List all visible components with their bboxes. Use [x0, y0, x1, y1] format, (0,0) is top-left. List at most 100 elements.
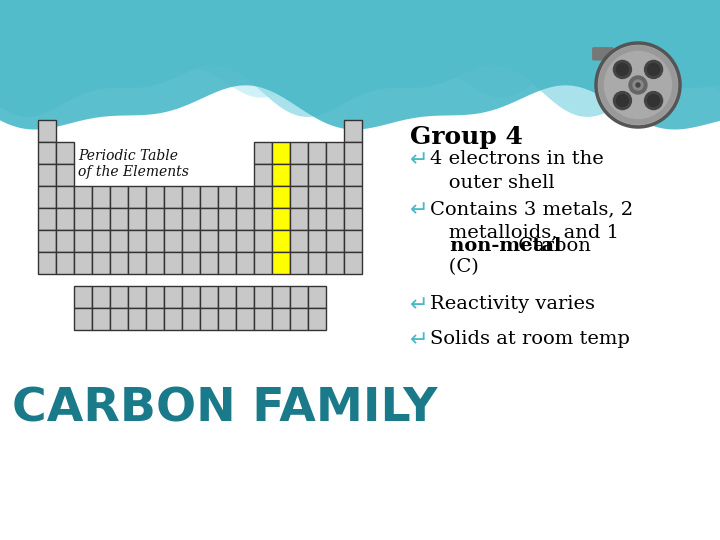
Bar — [182, 286, 200, 308]
Bar — [128, 208, 146, 230]
Bar — [254, 186, 272, 208]
Bar — [164, 308, 182, 330]
Bar — [110, 230, 128, 252]
Bar — [128, 252, 146, 274]
Bar — [74, 186, 92, 208]
Bar — [326, 252, 344, 274]
Bar — [182, 252, 200, 274]
Bar — [254, 308, 272, 330]
Bar — [110, 186, 128, 208]
Bar — [290, 186, 308, 208]
Bar — [308, 252, 326, 274]
Circle shape — [644, 92, 662, 110]
Bar — [236, 308, 254, 330]
Bar — [290, 252, 308, 274]
Bar — [56, 208, 74, 230]
Bar — [236, 252, 254, 274]
Text: Contains 3 metals, 2
   metalloids, and 1: Contains 3 metals, 2 metalloids, and 1 — [430, 200, 633, 241]
Bar — [272, 142, 290, 164]
Bar — [218, 186, 236, 208]
Text: Group 4: Group 4 — [410, 125, 523, 149]
Bar — [200, 186, 218, 208]
Bar — [56, 186, 74, 208]
Bar — [308, 164, 326, 186]
Bar — [110, 252, 128, 274]
Bar — [218, 230, 236, 252]
Circle shape — [596, 43, 680, 127]
Polygon shape — [0, 0, 720, 98]
Bar — [56, 252, 74, 274]
Bar — [56, 142, 74, 164]
Circle shape — [644, 60, 662, 78]
Circle shape — [613, 60, 631, 78]
Bar — [290, 286, 308, 308]
Bar — [110, 286, 128, 308]
Bar — [110, 308, 128, 330]
Text: ↵: ↵ — [410, 150, 428, 170]
Bar — [128, 186, 146, 208]
Bar — [326, 142, 344, 164]
Bar — [164, 208, 182, 230]
Bar — [74, 208, 92, 230]
Bar — [38, 120, 56, 142]
Bar — [272, 164, 290, 186]
Bar — [290, 164, 308, 186]
Bar — [326, 230, 344, 252]
Bar — [308, 230, 326, 252]
Bar — [344, 164, 362, 186]
Bar — [236, 230, 254, 252]
Bar — [308, 286, 326, 308]
Bar — [290, 308, 308, 330]
Bar — [344, 142, 362, 164]
Circle shape — [636, 83, 640, 87]
Bar — [74, 308, 92, 330]
Bar — [344, 186, 362, 208]
Bar — [146, 186, 164, 208]
Bar — [254, 252, 272, 274]
Bar — [308, 142, 326, 164]
Bar — [92, 252, 110, 274]
Bar — [128, 308, 146, 330]
Bar — [272, 252, 290, 274]
Bar — [146, 252, 164, 274]
Bar — [308, 308, 326, 330]
Bar — [128, 230, 146, 252]
Bar — [236, 186, 254, 208]
Text: Solids at room temp: Solids at room temp — [430, 330, 630, 348]
Circle shape — [616, 63, 629, 76]
Bar — [164, 286, 182, 308]
Text: CARBON FAMILY: CARBON FAMILY — [12, 387, 437, 432]
Bar — [146, 308, 164, 330]
Bar — [74, 252, 92, 274]
Bar — [254, 286, 272, 308]
Text: 4 electrons in the
   outer shell: 4 electrons in the outer shell — [430, 150, 604, 192]
Bar — [200, 308, 218, 330]
Bar — [254, 208, 272, 230]
Bar — [272, 230, 290, 252]
Text: Carbon: Carbon — [512, 237, 591, 255]
Bar — [218, 308, 236, 330]
Bar — [92, 286, 110, 308]
Bar — [236, 286, 254, 308]
Bar — [38, 164, 56, 186]
Bar — [164, 252, 182, 274]
Bar — [272, 208, 290, 230]
Bar — [272, 308, 290, 330]
Bar — [344, 120, 362, 142]
Bar — [74, 230, 92, 252]
Bar — [146, 208, 164, 230]
Bar — [308, 186, 326, 208]
Bar — [182, 208, 200, 230]
Bar — [92, 308, 110, 330]
Bar — [326, 208, 344, 230]
Text: Reactivity varies: Reactivity varies — [430, 295, 595, 313]
Circle shape — [633, 80, 643, 90]
Bar — [164, 230, 182, 252]
Bar — [92, 230, 110, 252]
Text: ↵: ↵ — [410, 200, 428, 220]
Polygon shape — [0, 0, 720, 117]
Bar — [272, 186, 290, 208]
Bar — [56, 230, 74, 252]
Bar — [164, 186, 182, 208]
Circle shape — [616, 94, 629, 106]
